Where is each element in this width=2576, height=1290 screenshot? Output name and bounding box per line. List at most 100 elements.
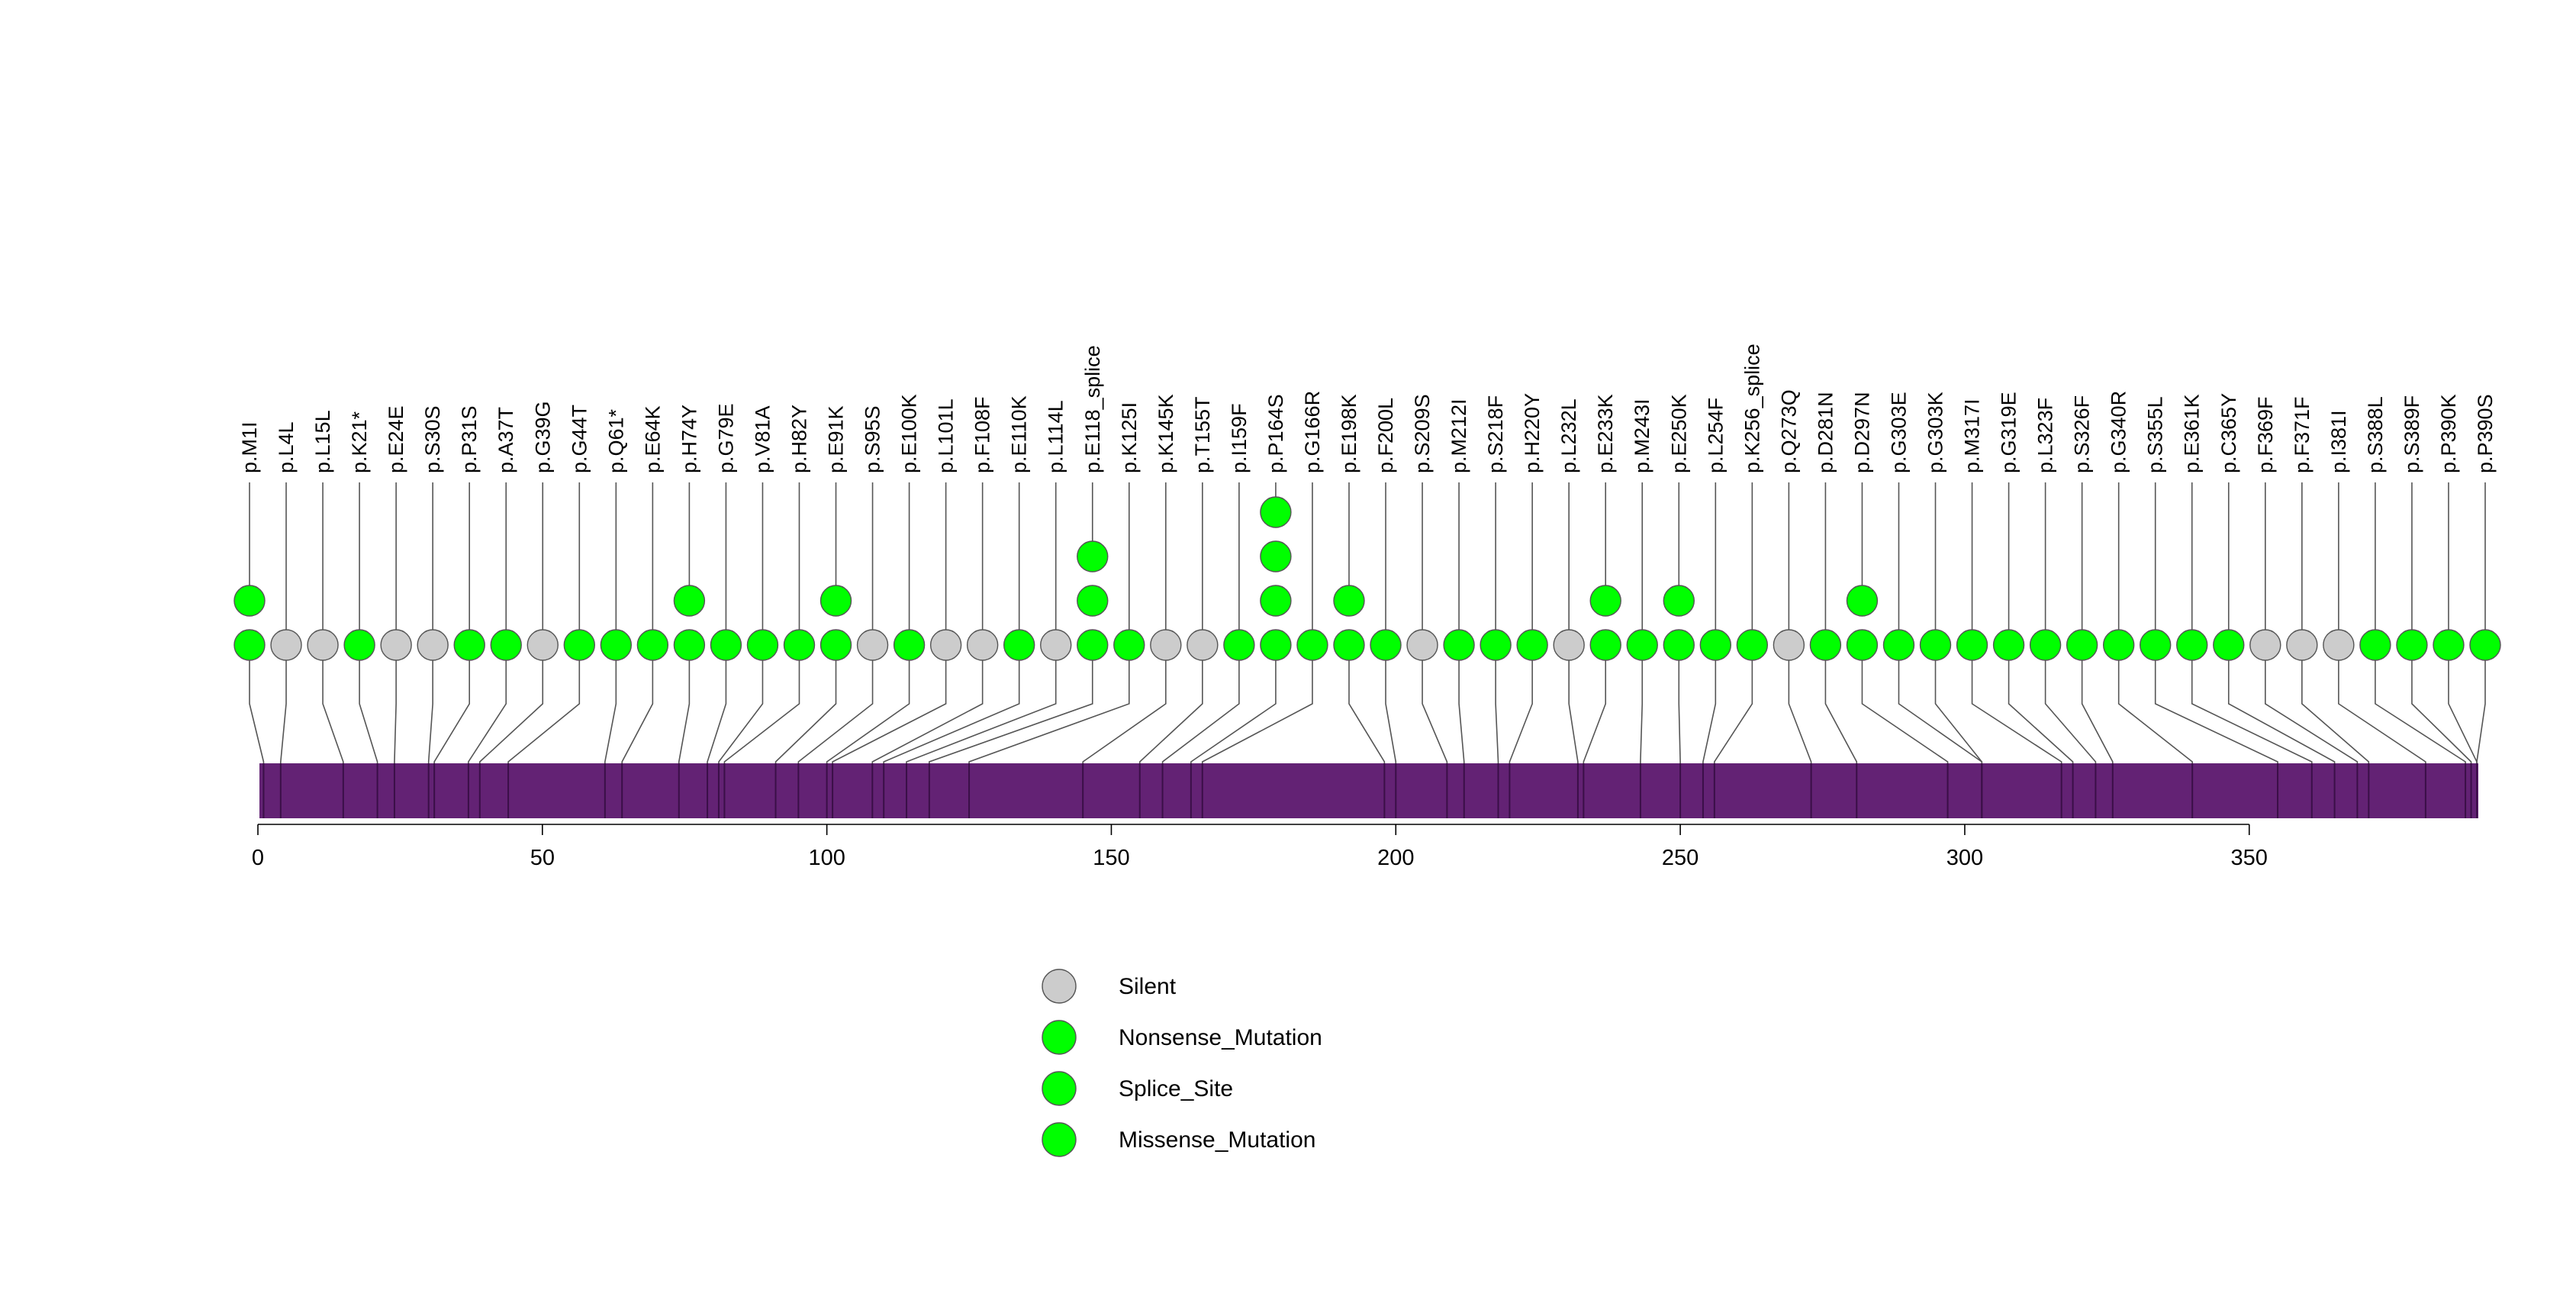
- mutation-connector: [427, 645, 433, 763]
- mutation-point: [1260, 496, 1292, 528]
- mutation-point: [1077, 540, 1109, 572]
- mutation-point: [417, 629, 449, 661]
- mutation-label: p.L254F: [1704, 398, 1727, 473]
- x-tick-label: 200: [1377, 846, 1414, 870]
- mutation-point: [1846, 585, 1879, 617]
- mutation-label: p.C365Y: [2217, 393, 2240, 473]
- mutation-label: p.G166R: [1301, 391, 1324, 473]
- mutation-label: p.G39G: [531, 401, 554, 473]
- mutation-point: [1956, 629, 1988, 661]
- mutation-point: [1882, 629, 1915, 661]
- mutation-point: [1333, 585, 1365, 617]
- mutation-connector: [1702, 645, 1717, 763]
- mutation-label: p.E24E: [385, 405, 407, 473]
- mutation-label: p.L15L: [311, 410, 334, 473]
- mutation-connector: [1201, 645, 1313, 763]
- mutation-connector: [1934, 645, 1983, 763]
- mutation-point: [1773, 629, 1805, 661]
- mutation-label: p.H220Y: [1521, 393, 1544, 473]
- mutation-point: [1809, 629, 1842, 661]
- mutation-connector: [1348, 645, 1386, 763]
- mutation-connector: [1583, 645, 1607, 763]
- mutation-point: [1223, 629, 1255, 661]
- legend-swatch: [1042, 1071, 1077, 1106]
- mutation-connector: [249, 645, 265, 763]
- mutation-point: [1113, 629, 1145, 661]
- mutation-connector: [507, 645, 581, 763]
- x-axis: 0 50 100 150 200 250 300 350: [252, 824, 2268, 870]
- mutation-point: [1626, 629, 1658, 661]
- mutation-point: [2396, 629, 2428, 661]
- mutation-label: p.V81A: [751, 405, 774, 473]
- mutation-point: [1736, 629, 1769, 661]
- mutation-label: p.S209S: [1411, 394, 1434, 473]
- mutation-point: [270, 629, 302, 661]
- mutation-point: [1443, 629, 1475, 661]
- mutation-label: p.D281N: [1814, 392, 1837, 473]
- mutation-point: [1589, 585, 1621, 617]
- mutation-label: p.S355L: [2144, 396, 2167, 473]
- x-tick-label: 250: [1662, 846, 1699, 870]
- mutation-point: [343, 629, 375, 661]
- mutation-label: p.T155T: [1191, 396, 1214, 473]
- mutation-label: p.S326F: [2071, 395, 2094, 473]
- mutation-point: [1187, 629, 1219, 661]
- legend: Silent Nonsense_Mutation Splice_Site Missen…: [1042, 969, 1322, 1157]
- mutation-label: p.G303E: [1887, 392, 1910, 473]
- mutation-point: [2140, 629, 2172, 661]
- mutation-connector: [1161, 645, 1240, 763]
- mutation-points-layer: [233, 496, 2501, 661]
- legend-label: Silent: [1119, 974, 1177, 999]
- mutation-point: [1296, 629, 1328, 661]
- mutation-connector: [1082, 645, 1167, 763]
- mutation-point: [2249, 629, 2281, 661]
- mutation-label: p.H82Y: [787, 405, 810, 473]
- mutation-label: p.E250K: [1667, 394, 1690, 473]
- x-tick-label: 150: [1093, 846, 1129, 870]
- mutation-connector: [2411, 645, 2472, 763]
- mutation-label: p.F371F: [2291, 396, 2314, 473]
- mutation-connector: [2081, 645, 2114, 763]
- x-tick-label: 350: [2231, 846, 2268, 870]
- mutation-connector: [359, 645, 378, 763]
- mutation-point: [1260, 540, 1292, 572]
- mutation-point: [2286, 629, 2318, 661]
- mutation-label: p.F200L: [1374, 398, 1397, 473]
- mutation-connector: [678, 645, 691, 763]
- legend-swatch: [1042, 969, 1077, 1004]
- mutation-label: p.S95S: [861, 405, 884, 473]
- mutation-point: [233, 629, 266, 661]
- mutation-connector: [1714, 645, 1753, 763]
- mutation-label: p.I159F: [1228, 403, 1251, 473]
- mutation-label: p.G340R: [2107, 391, 2130, 473]
- mutation-label: p.P390K: [2437, 394, 2460, 473]
- mutation-point: [1333, 629, 1365, 661]
- mutation-point: [1846, 629, 1879, 661]
- mutation-connector: [723, 645, 800, 763]
- mutation-label: p.Q61*: [604, 408, 627, 473]
- mutation-connector: [707, 645, 727, 763]
- mutation-label: p.M317I: [1961, 398, 1984, 473]
- mutation-point: [2029, 629, 2062, 661]
- mutation-labels-layer: p.M1I p.L4L p.L15L p.K21* p.E24E p.S30S p.P31S…: [238, 343, 2497, 473]
- mutation-label: p.G319E: [1998, 392, 2021, 473]
- mutation-point: [1260, 629, 1292, 661]
- mutation-connector: [826, 645, 910, 763]
- mutation-connector: [2154, 645, 2278, 763]
- mutation-connector: [1568, 645, 1579, 763]
- legend-label: Nonsense_Mutation: [1119, 1025, 1322, 1050]
- mutation-point: [2433, 629, 2465, 661]
- mutation-point: [2359, 629, 2391, 661]
- mutation-point: [526, 629, 559, 661]
- mutation-connector: [1385, 645, 1397, 763]
- mutation-label: p.P31S: [458, 405, 481, 473]
- mutation-label: p.L101L: [935, 398, 958, 473]
- mutation-point: [1919, 629, 1952, 661]
- mutation-connector: [1190, 645, 1277, 763]
- mutation-point: [819, 585, 852, 617]
- mutation-point: [1077, 585, 1109, 617]
- mutation-point: [673, 585, 706, 617]
- mutation-label: p.S218F: [1484, 395, 1507, 473]
- mutation-connector: [2008, 645, 2074, 763]
- mutation-point: [1370, 629, 1402, 661]
